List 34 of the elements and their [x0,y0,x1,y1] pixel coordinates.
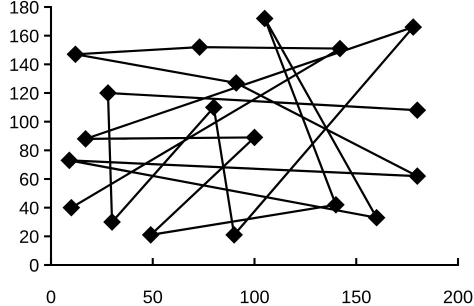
x-tick-label: 100 [240,290,269,304]
x-tick-label: 200 [444,290,472,304]
point [256,10,274,28]
y-tick-label: 100 [10,116,38,128]
y-tick-label: 80 [20,144,38,158]
y-tick-label: 60 [20,172,38,186]
y-tick-label: 120 [10,86,38,100]
point [142,226,160,244]
point [327,196,344,214]
point [331,40,349,58]
point [408,168,426,185]
y-tick-label: 140 [10,58,38,72]
point [66,46,84,63]
point [226,226,243,244]
y-tick-label: 160 [10,30,38,42]
point [404,18,422,36]
y-tick-label: 20 [20,230,38,244]
point [408,102,426,119]
point [62,199,80,216]
x-tick-label: 150 [342,290,371,304]
point [246,128,264,146]
y-tick-label: 0 [30,258,38,272]
point [99,84,117,102]
y-tick-label: 180 [10,0,38,14]
point [104,213,121,231]
point [205,98,222,116]
point [228,74,245,92]
point [368,209,386,226]
point [60,152,78,169]
y-tick-label: 40 [20,202,38,214]
x-tick-label: 0 [46,290,56,304]
point [77,130,94,148]
x-tick-label: 50 [143,290,162,304]
point [191,38,208,56]
